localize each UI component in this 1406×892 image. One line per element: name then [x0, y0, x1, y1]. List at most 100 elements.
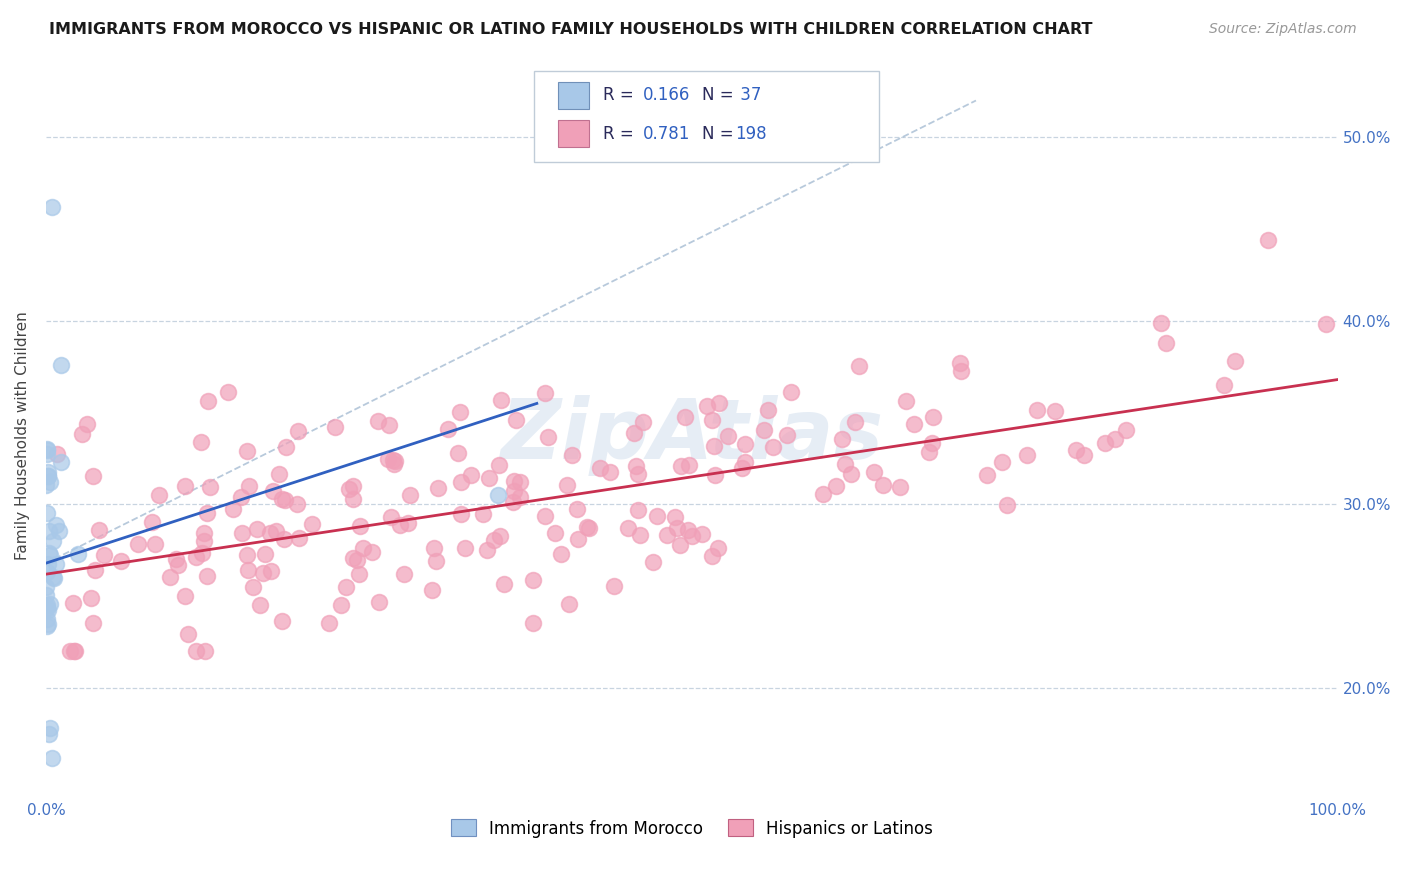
Text: 37: 37 [735, 87, 762, 104]
Point [46, 447, 69, 461]
Point [174, 479, 197, 493]
Point [731, 460, 754, 475]
Point [253, 547, 276, 561]
Point [273, 533, 295, 547]
Text: N =: N = [702, 125, 738, 143]
Point [894, 393, 917, 408]
Point [1026, 402, 1049, 417]
Point [834, 457, 856, 471]
Point [249, 599, 271, 613]
Point [420, 582, 443, 597]
Text: R =: R = [603, 87, 640, 104]
Point [678, 458, 700, 472]
Point [522, 573, 544, 587]
Point [70, 426, 93, 441]
Y-axis label: Family Households with Children: Family Households with Children [15, 311, 30, 560]
Point [273, 492, 295, 507]
Point [342, 551, 364, 566]
Point [148, 488, 170, 502]
Point [82, 469, 104, 483]
Point [509, 490, 531, 504]
Point [35, 478, 58, 492]
Point [575, 519, 598, 533]
Point [1045, 403, 1067, 417]
Point [38, 546, 60, 560]
Text: R =: R = [603, 125, 640, 143]
Point [589, 461, 612, 475]
Point [903, 417, 925, 431]
Point [673, 410, 696, 425]
Point [921, 410, 943, 425]
Point [380, 510, 402, 524]
Point [484, 533, 506, 547]
Point [45, 557, 67, 571]
Point [1315, 318, 1337, 332]
Point [703, 468, 725, 483]
Point [509, 475, 531, 490]
Point [392, 567, 415, 582]
Point [449, 405, 471, 419]
Point [222, 501, 245, 516]
Point [236, 548, 259, 562]
Point [447, 445, 470, 459]
Point [63, 644, 86, 658]
Point [76, 417, 98, 431]
Point [184, 550, 207, 565]
Point [702, 549, 724, 564]
Point [669, 538, 692, 552]
Point [1225, 353, 1247, 368]
Point [603, 579, 626, 593]
Point [337, 482, 360, 496]
Point [197, 394, 219, 409]
Point [45, 518, 67, 533]
Point [631, 415, 654, 429]
Point [628, 528, 651, 542]
Point [696, 399, 718, 413]
Point [872, 477, 894, 491]
Point [399, 488, 422, 502]
Point [352, 541, 374, 555]
Point [425, 554, 447, 568]
Point [709, 396, 731, 410]
Point [557, 597, 579, 611]
Point [384, 454, 406, 468]
Point [347, 566, 370, 581]
Point [567, 532, 589, 546]
Point [165, 552, 187, 566]
Point [285, 496, 308, 510]
Point [361, 545, 384, 559]
Point [477, 543, 499, 558]
Text: 0.781: 0.781 [643, 125, 690, 143]
Point [780, 385, 803, 400]
Point [478, 471, 501, 485]
Point [862, 465, 884, 479]
Point [616, 521, 638, 535]
Point [427, 481, 450, 495]
Point [49, 455, 72, 469]
Point [756, 403, 779, 417]
Point [193, 526, 215, 541]
Point [367, 595, 389, 609]
Point [37, 565, 59, 579]
Point [229, 490, 252, 504]
Point [453, 541, 475, 555]
Point [274, 440, 297, 454]
Point [623, 426, 645, 441]
Point [37, 469, 59, 483]
Point [641, 555, 664, 569]
Point [325, 419, 347, 434]
Point [502, 483, 524, 498]
Point [664, 509, 686, 524]
Point [127, 537, 149, 551]
Point [389, 517, 412, 532]
Point [1213, 377, 1236, 392]
Point [949, 356, 972, 370]
Point [471, 507, 494, 521]
Point [37, 612, 59, 626]
Point [287, 424, 309, 438]
Point [1094, 435, 1116, 450]
Point [42, 570, 65, 584]
Point [762, 440, 785, 454]
Point [246, 522, 269, 536]
Point [38, 727, 60, 741]
